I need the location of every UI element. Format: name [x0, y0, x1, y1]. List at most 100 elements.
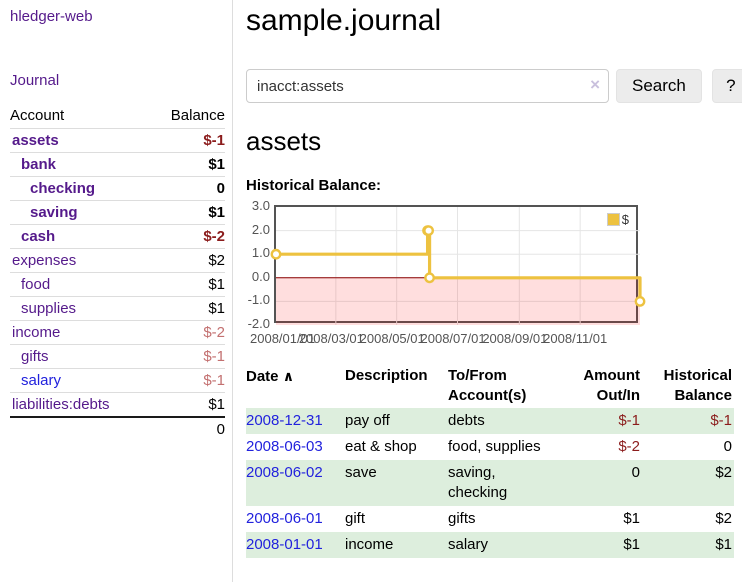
x-axis-tick-label: 2008/07/01 — [420, 331, 486, 346]
account-cell: food — [10, 272, 150, 297]
account-balance: $-1 — [149, 368, 225, 393]
x-axis-tick-label: 2008/09/01 — [482, 331, 548, 346]
account-link[interactable]: saving — [30, 204, 78, 221]
register-balance-cell: $2 — [715, 464, 732, 481]
register-description-cell: eat & shop — [345, 438, 417, 455]
account-row[interactable]: checking 0 — [10, 176, 225, 201]
account-cell: assets — [10, 128, 150, 153]
register-row[interactable]: 2008-06-02 save saving, checking 0 $2 — [246, 460, 734, 506]
account-link[interactable]: checking — [30, 180, 96, 197]
register-date-cell: 2008-01-01 — [246, 532, 345, 558]
accounts-table: Account Balance assets $-1 bank $1 check… — [10, 104, 225, 441]
app-title-link[interactable]: hledger-web — [10, 8, 93, 25]
register-amount-cell: $1 — [623, 536, 640, 553]
accounts-header-row: Account Balance — [10, 104, 225, 129]
register-date-cell: 2008-06-03 — [246, 434, 345, 460]
account-row[interactable]: saving $1 — [10, 200, 225, 225]
account-cell: cash — [10, 224, 150, 249]
transaction-date-link[interactable]: 2008-12-31 — [246, 412, 323, 429]
account-cell: bank — [10, 152, 150, 177]
account-balance: $1 — [149, 392, 225, 418]
legend-swatch — [606, 213, 620, 226]
account-link[interactable]: bank — [21, 156, 57, 173]
register-row[interactable]: 2008-01-01 income salary $1 $1 — [246, 532, 734, 558]
account-balance: $-2 — [149, 224, 225, 249]
account-row[interactable]: income $-2 — [10, 320, 225, 345]
account-row[interactable]: assets $-1 — [10, 128, 225, 153]
account-cell: gifts — [10, 344, 150, 369]
account-row[interactable]: bank $1 — [10, 152, 225, 177]
account-cell: expenses — [10, 248, 150, 273]
account-link[interactable]: supplies — [21, 300, 77, 317]
account-link[interactable]: gifts — [21, 348, 49, 365]
chart-plot-area: $ — [270, 205, 646, 325]
register-tofrom-cell: gifts — [448, 510, 476, 527]
historical-balance-chart: $ 3.0 2.0 1.0 0.0 -1.0 -2.0 2008/01/01 2008/03/… — [246, 198, 742, 348]
account-balance: $1 — [149, 296, 225, 321]
account-cell: checking — [10, 176, 150, 201]
register-header-balance: Historical Balance — [642, 364, 734, 408]
transaction-date-link[interactable]: 2008-06-03 — [246, 438, 323, 455]
register-header-description: Description — [345, 367, 428, 384]
account-link[interactable]: assets — [12, 132, 59, 149]
help-button[interactable]: ? — [711, 69, 742, 103]
account-balance: $1 — [149, 152, 225, 177]
register-row[interactable]: 2008-06-03 eat & shop food, supplies $-2… — [246, 434, 734, 460]
register-balance-cell: 0 — [723, 438, 732, 455]
account-cell: salary — [10, 368, 150, 393]
search-button[interactable]: Search — [616, 69, 702, 103]
account-row[interactable]: salary $-1 — [10, 368, 225, 393]
y-axis-tick-label: -1.0 — [247, 292, 270, 308]
data-point-marker — [423, 225, 434, 237]
search-box: × — [246, 69, 609, 103]
balance-header-line2: Balance — [674, 387, 732, 404]
account-cell: saving — [10, 200, 150, 225]
register-row[interactable]: 2008-06-01 gift gifts $1 $2 — [246, 506, 734, 532]
journal-link[interactable]: Journal — [10, 72, 60, 89]
search-form: × Search ? — [246, 69, 742, 103]
account-row[interactable]: liabilities:debts $1 — [10, 392, 225, 418]
account-row[interactable]: expenses $2 — [10, 248, 225, 273]
transaction-date-link[interactable]: 2008-06-01 — [246, 510, 323, 527]
register-amount-cell: $-2 — [618, 438, 640, 455]
register-description-cell: income — [345, 536, 394, 553]
account-balance: $-2 — [149, 320, 225, 345]
transaction-date-link[interactable]: 2008-01-01 — [246, 536, 323, 553]
data-point-marker — [424, 272, 435, 284]
register-tofrom-cell: food, supplies — [448, 438, 541, 455]
y-axis-tick-label: 2.0 — [251, 221, 270, 237]
search-input[interactable] — [246, 69, 609, 103]
y-axis-tick-label: 3.0 — [251, 198, 270, 213]
accounts-total-row: 0 — [10, 416, 225, 441]
clear-search-icon[interactable]: × — [590, 75, 600, 94]
account-row[interactable]: supplies $1 — [10, 296, 225, 321]
transaction-date-link[interactable]: 2008-06-02 — [246, 464, 323, 481]
nav-journal: Journal — [10, 72, 224, 89]
app-title: hledger-web — [10, 8, 224, 25]
register-tofrom-cell: salary — [448, 536, 489, 553]
chart-legend: $ — [604, 211, 631, 228]
account-row[interactable]: gifts $-1 — [10, 344, 225, 369]
account-link[interactable]: liabilities:debts — [12, 396, 110, 413]
register-tofrom-cell: debts — [448, 412, 485, 429]
data-point-marker — [270, 248, 282, 260]
account-link[interactable]: expenses — [12, 252, 77, 269]
account-row[interactable]: food $1 — [10, 272, 225, 297]
account-row[interactable]: cash $-2 — [10, 224, 225, 249]
register-balance-cell: $2 — [715, 510, 732, 527]
account-link[interactable]: salary — [21, 372, 62, 389]
account-heading: assets — [246, 126, 322, 156]
register-header-date[interactable]: Date ∧ — [246, 364, 345, 408]
register-row[interactable]: 2008-12-31 pay off debts $-1 $-1 — [246, 408, 734, 434]
register-description-cell: save — [345, 464, 377, 481]
register-header-row: Date ∧ Description To/From Account(s) Am… — [246, 364, 734, 408]
account-link[interactable]: cash — [21, 228, 56, 245]
account-link[interactable]: food — [21, 276, 51, 293]
account-link[interactable]: income — [12, 324, 61, 341]
account-cell: income — [10, 320, 150, 345]
register-balance-cell: $-1 — [710, 412, 732, 429]
amount-header-line2: Out/In — [596, 387, 640, 404]
main-content: sample.journal × Search ? assets Histori… — [233, 0, 742, 582]
account-balance: $-1 — [149, 128, 225, 153]
